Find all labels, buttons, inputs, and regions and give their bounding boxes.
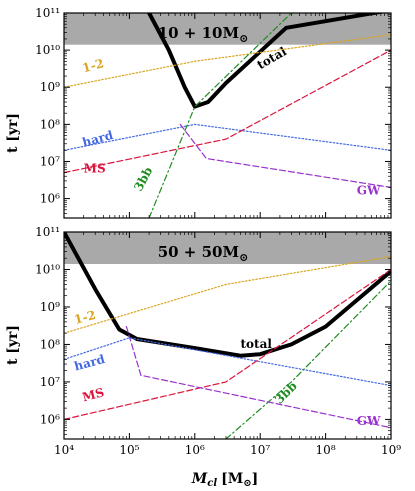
series-GW-line xyxy=(125,326,391,429)
series-3bb-line xyxy=(225,280,391,439)
series-hard-line xyxy=(64,123,391,151)
series-GW-label: GW xyxy=(357,183,381,197)
y-axis-label-bottom: t [yr] xyxy=(5,325,21,365)
series-total-line xyxy=(64,232,391,358)
y-tick-label: 10⁷ xyxy=(40,375,60,389)
panel-title: 10 + 10M⊙ xyxy=(158,24,249,45)
series-GW-label: GW xyxy=(357,414,381,428)
y-tick-label: 10⁸ xyxy=(40,337,60,351)
x-axis-label-sub: cl xyxy=(207,478,217,489)
panel-title: 50 + 50M⊙ xyxy=(158,243,249,264)
x-tick-label: 10⁶ xyxy=(185,443,205,457)
x-tick-label: 10⁹ xyxy=(381,443,401,457)
series-MS-label: MS xyxy=(81,385,106,404)
x-axis-label-unit-sub: ⊙ xyxy=(243,478,251,489)
top-panel: total 1-2 hard MS 3bb GW 10⁶ 10⁷ 10⁸ 10⁹ 10¹⁰ 10¹¹ 1… xyxy=(35,6,392,219)
x-axis-label-unit: [M xyxy=(221,471,243,487)
y-tick-label: 10¹¹ xyxy=(35,225,60,239)
series-3bb-line xyxy=(148,13,292,218)
plot-frame xyxy=(63,231,392,440)
x-tick-label: 10⁴ xyxy=(54,443,74,457)
series-MS-line xyxy=(64,268,391,420)
series-1-2-label: 1-2 xyxy=(81,56,106,75)
age-of-universe-shade xyxy=(64,232,391,265)
x-axis-label-unit-close: ] xyxy=(252,471,259,487)
series-GW-line xyxy=(179,123,391,188)
x-axis-label: Mcl [M⊙] xyxy=(191,471,259,489)
series-1-2-line xyxy=(64,256,391,334)
series-3bb-label: 3bb xyxy=(272,379,300,407)
x-tick-label: 10⁷ xyxy=(250,443,270,457)
x-tick-label: 10⁸ xyxy=(316,443,336,457)
series-MS-label: MS xyxy=(84,162,106,176)
series-total-line xyxy=(147,13,386,109)
series-total-label: total xyxy=(255,44,290,72)
series-1-2-label: 1-2 xyxy=(73,308,98,327)
y-tick-label: 10¹⁰ xyxy=(35,43,60,57)
y-tick-label: 10¹⁰ xyxy=(35,262,60,276)
x-axis-label-main: M xyxy=(191,471,208,487)
y-tick-label: 10⁷ xyxy=(40,154,60,168)
series-MS-line xyxy=(64,49,391,174)
y-tick-label: 10⁶ xyxy=(40,412,60,426)
y-tick-label: 10⁸ xyxy=(40,117,60,131)
y-axis-label-top: t [yr] xyxy=(5,113,21,153)
x-tick-label: 10⁵ xyxy=(119,443,139,457)
series-3bb-label: 3bb xyxy=(131,165,155,194)
series-hard-line xyxy=(64,337,391,387)
y-tick-label: 10⁹ xyxy=(40,80,60,94)
series-1-2-line xyxy=(64,34,391,88)
y-tick-label: 10¹¹ xyxy=(35,6,60,20)
plot-frame xyxy=(63,12,392,219)
y-tick-label: 10⁹ xyxy=(40,300,60,314)
y-tick-label: 10⁶ xyxy=(40,192,60,206)
series-total-label: total xyxy=(241,337,273,351)
series-hard-label: hard xyxy=(81,128,115,150)
